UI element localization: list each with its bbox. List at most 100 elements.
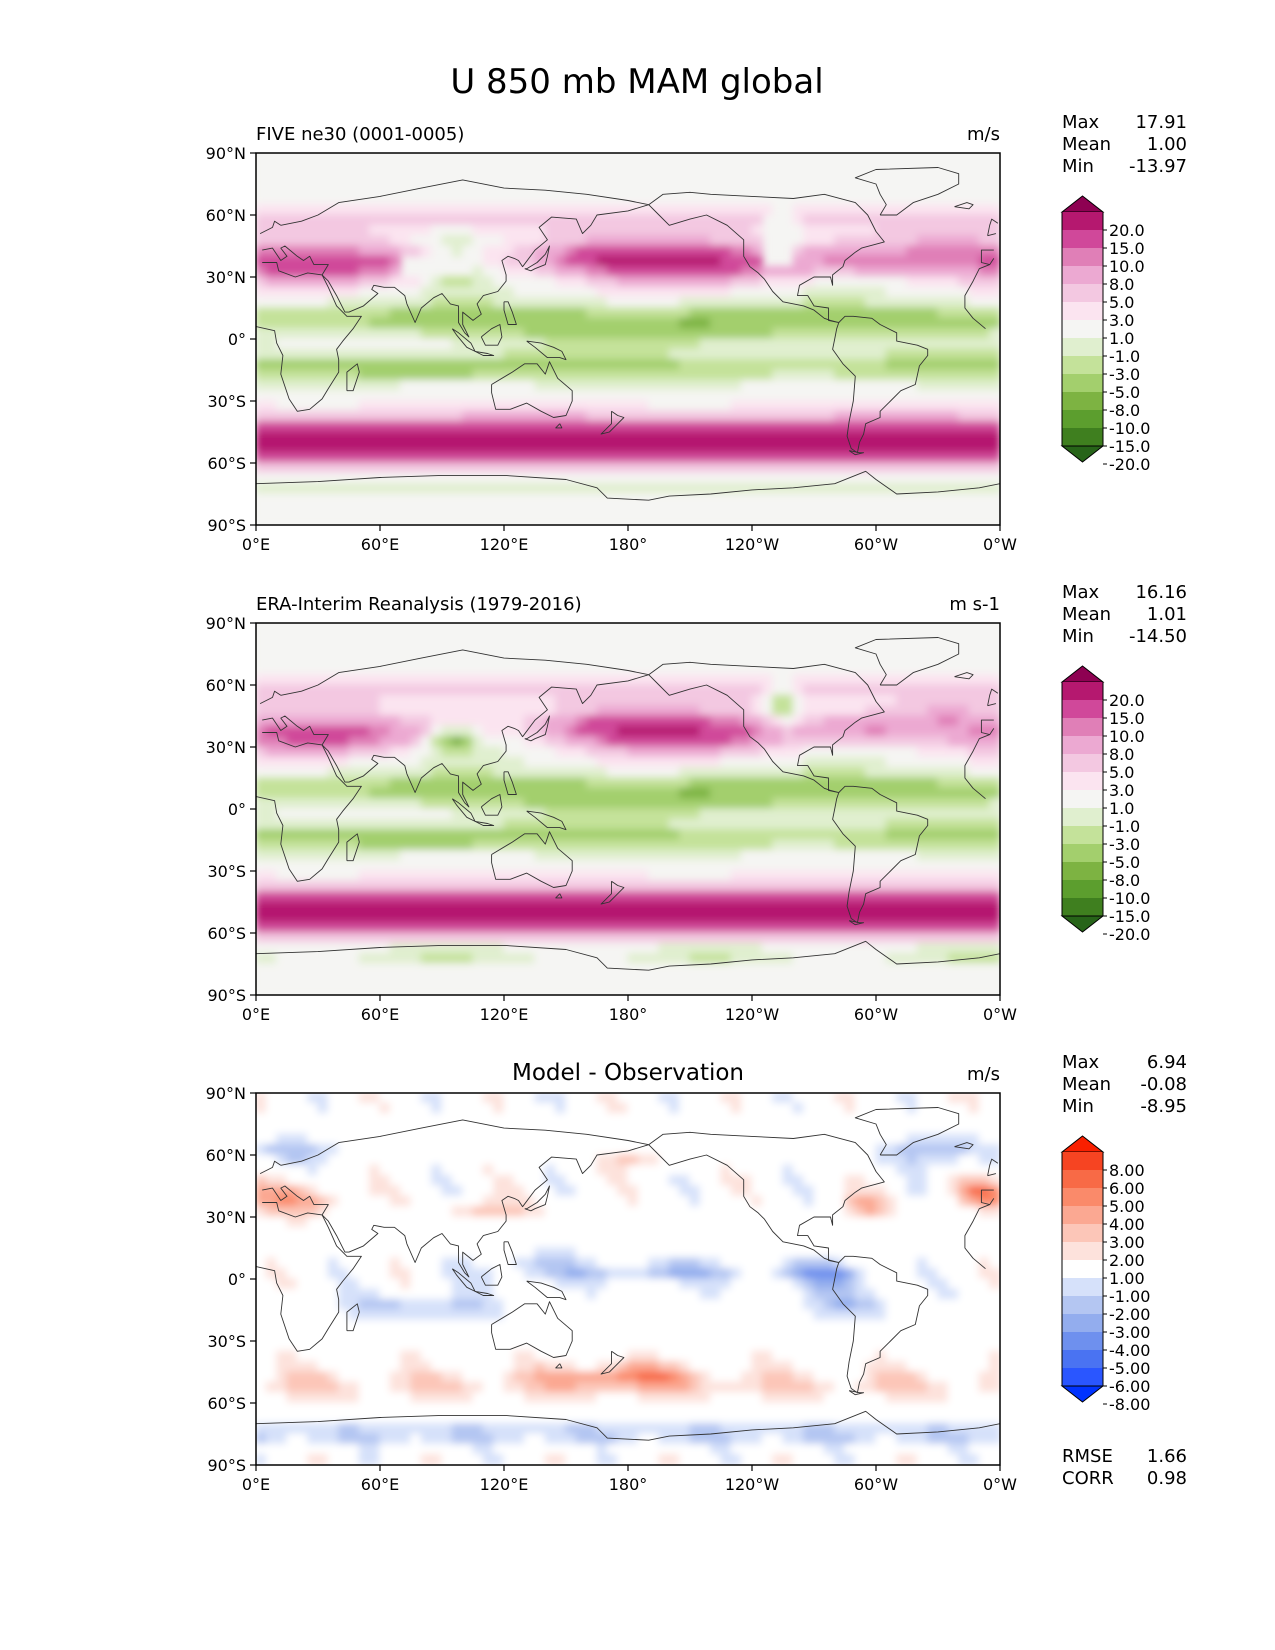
colorbar-segment bbox=[1062, 844, 1103, 862]
lon-tick-label: 0°E bbox=[242, 1475, 270, 1494]
colorbar-tick-label: 15.0 bbox=[1109, 239, 1145, 258]
stat-label: Max bbox=[1062, 1052, 1100, 1073]
colorbar-outline bbox=[1061, 1152, 1104, 1386]
lat-tick-label: 0° bbox=[228, 330, 246, 349]
colorbar-segment bbox=[1062, 862, 1103, 880]
panel-model-coastlines bbox=[256, 167, 1000, 501]
lon-tick-label: 0°E bbox=[242, 535, 270, 554]
lon-tick-label: 120°W bbox=[725, 1005, 780, 1024]
panel-obs-coastlines bbox=[256, 637, 1000, 971]
colorbar-tick-label: -10.0 bbox=[1109, 419, 1150, 438]
colorbar-segment bbox=[1062, 230, 1103, 248]
stat-value: 16.16 bbox=[1135, 582, 1187, 603]
colorbar-tick-label: -3.0 bbox=[1109, 365, 1140, 384]
coastline bbox=[987, 1158, 999, 1177]
colorbar-segment bbox=[1062, 212, 1103, 230]
coastline bbox=[848, 1390, 865, 1396]
colorbar-extend-max bbox=[1060, 1135, 1105, 1153]
stat-label: Min bbox=[1062, 1096, 1094, 1117]
lon-tick-label: 60°W bbox=[854, 1475, 898, 1494]
coastline bbox=[524, 715, 550, 742]
colorbar-segment bbox=[1062, 266, 1103, 284]
coastline bbox=[526, 340, 567, 361]
colorbar-segment bbox=[1062, 374, 1103, 392]
panel-model: FIVE ne30 (0001-0005) m/s 90°N 60°N 30°N 0°… bbox=[206, 112, 1187, 554]
coastline bbox=[954, 202, 974, 210]
colorbar-tick-label: -10.0 bbox=[1109, 889, 1150, 908]
coastline bbox=[256, 262, 990, 412]
colorbar-tick-label: 15.0 bbox=[1109, 709, 1145, 728]
coastline bbox=[848, 920, 865, 926]
colorbar-tick-label: -2.00 bbox=[1109, 1305, 1150, 1324]
colorbar-tick-label: -3.0 bbox=[1109, 835, 1140, 854]
colorbar-segment bbox=[1062, 1224, 1103, 1242]
colorbar-segment bbox=[1062, 1332, 1103, 1350]
colorbar-tick-label: 3.0 bbox=[1109, 311, 1134, 330]
panel-diff-metrics: RMSE 1.66 CORR 0.98 bbox=[1062, 1446, 1187, 1489]
lon-tick-label: 60°E bbox=[361, 535, 399, 554]
coastline bbox=[474, 820, 495, 826]
colorbar-tick-label: -8.0 bbox=[1109, 871, 1140, 890]
colorbar-segment bbox=[1062, 700, 1103, 718]
lat-tick-label: 90°S bbox=[207, 1456, 246, 1475]
colorbar-tick-label: 5.0 bbox=[1109, 763, 1134, 782]
colorbar-tick-label: -3.00 bbox=[1109, 1323, 1150, 1342]
colorbar-segment bbox=[1062, 302, 1103, 320]
colorbar-tick-label: -1.00 bbox=[1109, 1287, 1150, 1306]
coastline bbox=[987, 688, 999, 707]
lat-tick-label: 30°N bbox=[206, 268, 246, 287]
lat-tick-label: 90°N bbox=[206, 614, 246, 633]
stat-value: -14.50 bbox=[1129, 626, 1187, 647]
colorbar-tick-label: 2.00 bbox=[1109, 1251, 1145, 1270]
colorbar-segment bbox=[1062, 682, 1103, 700]
colorbar-segment bbox=[1062, 248, 1103, 266]
colorbar-segment bbox=[1062, 754, 1103, 772]
stat-value: -0.08 bbox=[1140, 1074, 1187, 1095]
coastline bbox=[256, 732, 990, 882]
colorbar-segment bbox=[1062, 1350, 1103, 1368]
colorbar-tick-label: 5.0 bbox=[1109, 293, 1134, 312]
lat-tick-label: 90°S bbox=[207, 986, 246, 1005]
colorbar-segment bbox=[1062, 1152, 1103, 1170]
coastline bbox=[648, 1131, 885, 1263]
colorbar-tick-label: -1.0 bbox=[1109, 817, 1140, 836]
lon-tick-label: 60°E bbox=[361, 1005, 399, 1024]
colorbar-tick-label: 1.0 bbox=[1109, 329, 1134, 348]
lat-tick-label: 60°N bbox=[206, 206, 246, 225]
colorbar-segment bbox=[1062, 1260, 1103, 1278]
colorbar-segment bbox=[1062, 1278, 1103, 1296]
coastline bbox=[954, 672, 974, 680]
panel-diff-coastlines bbox=[256, 1107, 1000, 1441]
coastline bbox=[600, 880, 625, 905]
coastline bbox=[555, 423, 563, 429]
lat-tick-label: 0° bbox=[228, 800, 246, 819]
colorbar-extend-max bbox=[1060, 665, 1105, 683]
colorbar-tick-label: 1.0 bbox=[1109, 799, 1134, 818]
lat-tick-label: 30°N bbox=[206, 738, 246, 757]
panel-diff-field bbox=[256, 1093, 1000, 1465]
colorbar-tick-label: -1.0 bbox=[1109, 347, 1140, 366]
coastline bbox=[491, 831, 573, 888]
colorbar-tick-label: 20.0 bbox=[1109, 691, 1145, 710]
lat-tick-label: 60°N bbox=[206, 676, 246, 695]
coastline bbox=[832, 315, 929, 454]
colorbar-segment bbox=[1062, 410, 1103, 428]
coastline bbox=[346, 363, 360, 392]
lat-tick-label: 30°S bbox=[207, 862, 246, 881]
colorbar-segment bbox=[1062, 428, 1103, 446]
colorbar-segment bbox=[1062, 790, 1103, 808]
coastline bbox=[526, 1280, 567, 1301]
lon-tick-label: 0°W bbox=[983, 1005, 1017, 1024]
coastline bbox=[259, 649, 995, 808]
panel-obs-field bbox=[256, 623, 1000, 995]
metric-label: CORR bbox=[1062, 1468, 1114, 1489]
coastline bbox=[848, 450, 865, 456]
lon-tick-label: 120°W bbox=[725, 535, 780, 554]
coastline bbox=[526, 810, 567, 831]
colorbar-segment bbox=[1062, 826, 1103, 844]
colorbar-extend-min bbox=[1060, 1385, 1105, 1403]
colorbar-segment bbox=[1062, 320, 1103, 338]
colorbar-extend-max bbox=[1060, 195, 1105, 213]
coastline bbox=[555, 1363, 563, 1369]
panel-obs: ERA-Interim Reanalysis (1979-2016) m s-1… bbox=[206, 582, 1187, 1024]
